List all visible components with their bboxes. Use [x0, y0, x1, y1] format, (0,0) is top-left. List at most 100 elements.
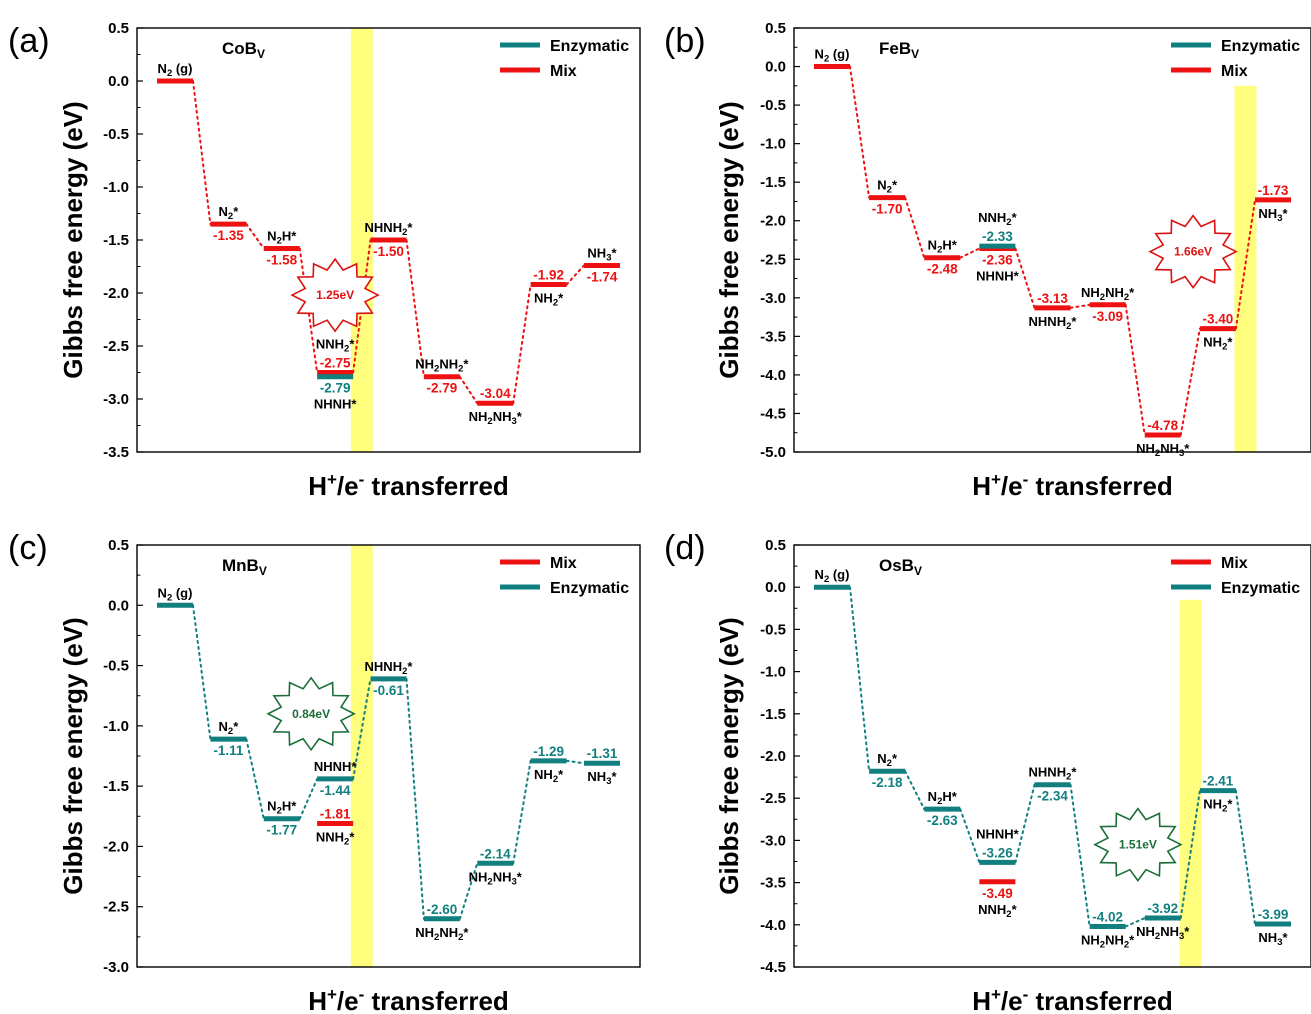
value-label: -4.78 — [1147, 418, 1178, 433]
value-label: -3.92 — [1147, 901, 1178, 916]
connector-mix — [405, 239, 425, 378]
value-label: -1.74 — [587, 269, 618, 284]
y-tick-label: -1.0 — [760, 664, 786, 681]
species-label: NHNH* — [314, 759, 358, 774]
connector-mix — [1179, 327, 1201, 437]
value-label: -2.48 — [927, 262, 958, 277]
y-tick-label: -3.0 — [760, 832, 786, 849]
species-label: NH2NH2* — [415, 925, 469, 943]
y-tick-label: -1.5 — [760, 706, 786, 723]
x-axis-label: H+/e- transferred — [308, 470, 509, 501]
y-tick-label: 0.0 — [765, 59, 786, 76]
connector-enzymatic — [1234, 789, 1256, 925]
species-label: NH3* — [1258, 206, 1288, 224]
species-label: NHNH2* — [1029, 314, 1078, 332]
connector-enzymatic — [192, 604, 212, 741]
x-axis-label: H+/e- transferred — [972, 985, 1173, 1014]
connector-enzymatic — [298, 777, 319, 820]
species-label: NH2* — [1203, 335, 1233, 353]
connector-mix — [904, 196, 926, 259]
species-label: NH3* — [587, 769, 617, 787]
y-tick-label: -4.0 — [760, 917, 786, 934]
y-tick-label: -2.0 — [103, 838, 129, 855]
y-tick-label: -1.0 — [760, 136, 786, 153]
y-tick-label: -2.5 — [103, 338, 129, 355]
value-label: -2.63 — [927, 813, 958, 828]
y-tick-label: -2.0 — [760, 213, 786, 230]
panel-label: (a) — [8, 22, 50, 60]
system-label: FeBV — [879, 39, 919, 61]
species-label: N2H* — [267, 799, 297, 817]
value-label: -1.44 — [320, 783, 351, 798]
plot-frame — [793, 544, 1311, 968]
connector-enzymatic — [245, 738, 265, 820]
barrier-label: 1.25eV — [316, 288, 354, 302]
species-label: N2 (g) — [158, 585, 193, 603]
y-tick-label: -3.0 — [760, 290, 786, 307]
legend-label-enzymatic: Enzymatic — [1221, 580, 1300, 597]
y-tick-label: -2.5 — [103, 899, 129, 916]
species-label: NH2NH3* — [1136, 924, 1190, 942]
system-label: OsBV — [879, 556, 922, 578]
connector-mix — [565, 264, 585, 286]
connector-mix — [1014, 247, 1036, 309]
species-label: NH2NH2* — [415, 357, 469, 375]
species-label: NH3* — [587, 245, 617, 263]
connector-enzymatic — [458, 862, 479, 920]
species-label: NH2NH3* — [1136, 441, 1190, 459]
species-label: N2H* — [267, 228, 297, 246]
species-label: NH2NH2* — [1081, 285, 1135, 303]
value-label: -2.79 — [426, 381, 457, 396]
legend-label-mix: Mix — [1221, 63, 1248, 80]
barrier-burst — [290, 257, 380, 333]
legend-label-enzymatic: Enzymatic — [550, 580, 629, 597]
value-label: -3.49 — [982, 886, 1013, 901]
species-label: N2* — [877, 178, 898, 196]
species-label: NH2* — [1203, 797, 1233, 815]
connector-mix — [1124, 303, 1146, 437]
y-tick-label: -1.5 — [103, 778, 129, 795]
connector-enzymatic — [1014, 783, 1036, 864]
panel-a-chart: (a) 0.5 0.0 -0.5 -1.0 -1.5 -2.0 -2.5 -3.0 -3.5 Gib… — [8, 20, 641, 501]
species-label: NHNH2* — [365, 220, 414, 238]
species-label: N2* — [219, 204, 240, 222]
y-axis-label: Gibbs free energy (eV) — [714, 101, 744, 378]
y-tick-label: -1.0 — [103, 179, 129, 196]
connector-mix — [849, 65, 871, 199]
y-axis-label: Gibbs free energy (eV) — [714, 617, 744, 894]
species-label: N2* — [219, 719, 240, 737]
value-label: -2.18 — [872, 775, 903, 790]
system-label: CoBV — [222, 39, 265, 61]
barrier-label: 1.66eV — [1174, 245, 1212, 259]
y-tick-label: -3.5 — [760, 328, 786, 345]
value-label: -2.60 — [426, 902, 457, 917]
value-label: -4.02 — [1092, 909, 1123, 924]
y-tick-label: -0.5 — [760, 621, 786, 638]
connector-enzymatic — [904, 770, 926, 811]
plot-frame — [793, 27, 1311, 453]
connector-enzymatic — [565, 759, 585, 765]
species-label: NH2* — [534, 767, 564, 785]
value-label: -1.58 — [266, 252, 297, 267]
connector-mix — [245, 223, 265, 250]
y-tick-label: -3.5 — [760, 875, 786, 892]
value-label: -1.29 — [533, 744, 564, 759]
y-tick-label: -4.5 — [760, 959, 786, 976]
y-tick-label: -0.5 — [103, 658, 129, 675]
connector-enzymatic — [1179, 789, 1201, 920]
value-label: -2.75 — [320, 356, 351, 371]
legend-label-enzymatic: Enzymatic — [1221, 38, 1300, 55]
value-label: -2.79 — [320, 381, 351, 396]
connector-mix — [1234, 198, 1256, 330]
y-tick-label: -3.0 — [103, 959, 129, 976]
x-axis-label: H+/e- transferred — [308, 985, 509, 1014]
highlight-band — [1179, 599, 1202, 967]
y-axis-label: Gibbs free energy (eV) — [58, 617, 88, 894]
species-label: NNH2* — [978, 210, 1017, 228]
y-axis-label: Gibbs free energy (eV) — [58, 101, 88, 378]
connector-enzymatic — [512, 759, 532, 865]
value-label: -1.73 — [1258, 183, 1289, 198]
value-label: -1.77 — [266, 823, 297, 838]
value-label: -1.92 — [533, 268, 564, 283]
value-label: -3.13 — [1037, 291, 1068, 306]
